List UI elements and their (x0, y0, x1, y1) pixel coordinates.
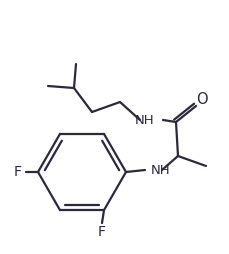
Text: NH: NH (134, 114, 153, 126)
Text: F: F (98, 225, 106, 239)
Text: NH: NH (150, 164, 170, 177)
Text: F: F (14, 165, 22, 179)
Text: O: O (195, 92, 207, 107)
